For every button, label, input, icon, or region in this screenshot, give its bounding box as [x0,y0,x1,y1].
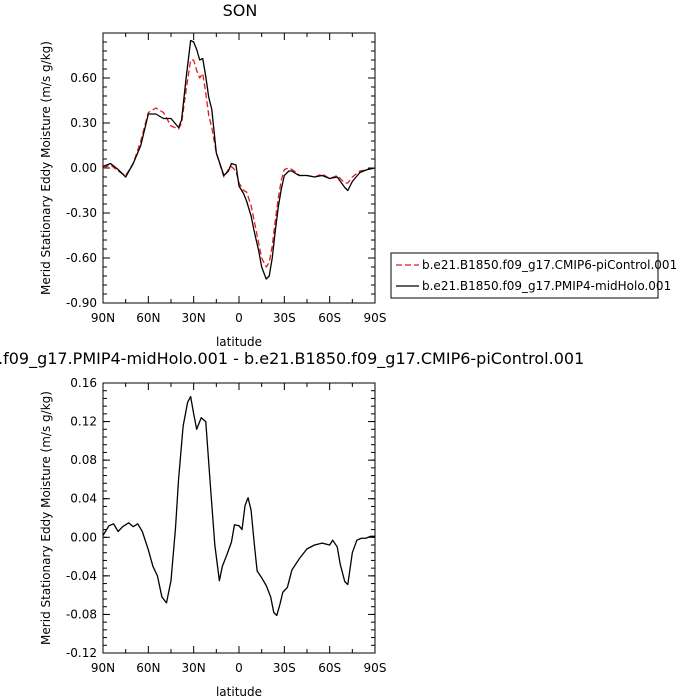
bottom-y-tick-label: 0.16 [70,376,97,390]
bottom-y-tick-label: 0.00 [70,530,97,544]
bottom-x-tick-label: 60S [318,661,341,675]
top-x-tick-label: 30N [182,311,206,325]
bottom-y-axis-label: Merid Stationary Eddy Moisture (m/s g/kg… [39,391,53,645]
bottom-x-tick-label: 0 [235,661,243,675]
bottom-y-tick-label: 0.08 [70,453,97,467]
bottom-y-tick-label: -0.08 [66,607,97,621]
bottom-y-tick-label: 0.04 [70,492,97,506]
bottom-y-tick-label: -0.12 [66,646,97,660]
bottom-y-tick-label: -0.04 [66,569,97,583]
bottom-plot-marks: 90N 60N 30N 0 30S 60S 90S -0.12 -0.08 -0.04 0.00 0.… [66,376,387,675]
top-y-tick-label: 0.60 [70,71,97,85]
top-x-tick-label: 60S [318,311,341,325]
legend: b.e21.B1850.f09_g17.CMIP6-piControl.001 … [390,252,677,299]
top-series-line-0 [102,59,376,268]
bottom-x-tick-label: 30S [273,661,296,675]
legend-label-piControl: b.e21.B1850.f09_g17.CMIP6-piControl.001 [422,258,677,272]
top-series-line-1 [102,39,376,280]
top-y-tick-label: 0.00 [70,161,97,175]
top-panel: SON 90N 60N 30N 0 30S 60S 90S -0.90 -0.60 -0.30 0.… [39,1,386,349]
top-plot-frame [102,32,376,304]
top-x-axis-label: latitude [216,335,262,349]
legend-label-midHolo: b.e21.B1850.f09_g17.PMIP4-midHolo.001 [422,279,671,293]
top-x-tick-label: 0 [235,311,243,325]
top-y-tick-label: -0.90 [66,296,97,310]
bottom-chart-title: b.e21.B1850.f09_g17.PMIP4-midHolo.001 - … [0,349,584,369]
top-x-tick-label: 30S [273,311,296,325]
bottom-x-tick-label: 60N [136,661,160,675]
legend-box [390,252,659,299]
top-x-tick-label: 90N [91,311,115,325]
top-y-tick-label: -0.30 [66,206,97,220]
top-plot-marks: 90N 60N 30N 0 30S 60S 90S -0.90 -0.60 -0.30 0.00 0.… [66,32,387,325]
top-y-tick-label: 0.30 [70,116,97,130]
bottom-x-tick-label: 30N [182,661,206,675]
top-x-tick-label: 90S [364,311,387,325]
bottom-series-line-0 [102,395,375,617]
top-x-tick-label: 60N [136,311,160,325]
bottom-panel: b.e21.B1850.f09_g17.PMIP4-midHolo.001 - … [0,349,584,699]
bottom-x-tick-label: 90N [91,661,115,675]
top-y-axis-label: Merid Stationary Eddy Moisture (m/s g/kg… [39,41,53,295]
top-chart-title: SON [223,1,258,20]
bottom-x-tick-label: 90S [364,661,387,675]
top-y-tick-label: -0.60 [66,251,97,265]
bottom-y-tick-label: 0.12 [70,415,97,429]
bottom-x-axis-label: latitude [216,685,262,699]
bottom-plot-frame [102,382,376,654]
